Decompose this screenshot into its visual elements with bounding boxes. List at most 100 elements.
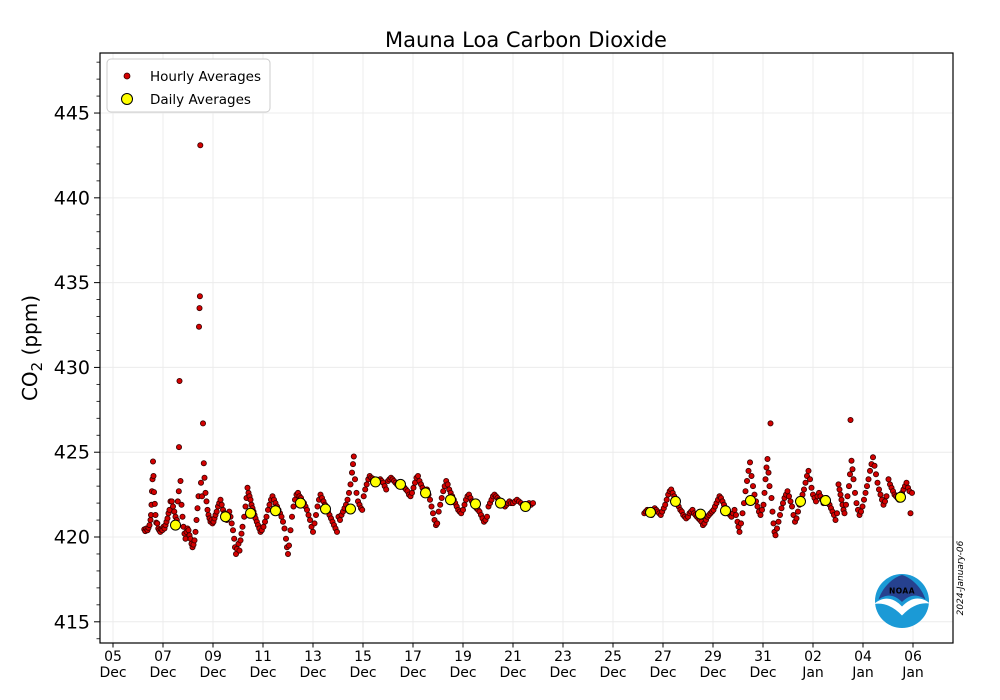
hourly-point [229, 527, 236, 534]
daily-point [220, 511, 231, 523]
hourly-point [883, 493, 890, 500]
x-tick-label-month: Jan [851, 665, 874, 681]
daily-point [370, 476, 381, 488]
hourly-point [853, 500, 860, 507]
daily-point [695, 508, 706, 520]
hourly-point [353, 489, 360, 496]
hourly-point [238, 530, 245, 537]
hourly-point [768, 494, 775, 501]
x-tick-label-month: Dec [199, 665, 226, 681]
hourly-point [288, 513, 295, 520]
gridlines [100, 53, 953, 643]
hourly-point [748, 472, 755, 479]
hourly-point [176, 377, 183, 384]
hourly-point [383, 486, 390, 493]
hourly-point [152, 512, 159, 519]
x-tick-label-month: Dec [499, 665, 526, 681]
hourly-point [801, 486, 808, 493]
hourly-point [228, 520, 235, 527]
x-tick-label-month: Dec [649, 665, 676, 681]
hourly-point [461, 501, 468, 508]
hourly-point [312, 512, 319, 519]
x-tick-label-day: 21 [504, 649, 522, 665]
x-tick-label-month: Dec [299, 665, 326, 681]
daily-point [520, 501, 531, 512]
hourly-point [832, 517, 839, 524]
daily-point [170, 519, 181, 531]
x-tick-label-month: Dec [99, 665, 126, 681]
x-tick-label-day: 27 [654, 649, 672, 665]
x-tick-label-day: 19 [454, 649, 472, 665]
x-tick-label-month: Dec [699, 665, 726, 681]
axis-tick-labels: 05Dec07Dec09Dec11Dec13Dec15Dec17Dec19Dec… [54, 103, 924, 681]
hourly-point [859, 503, 866, 510]
hourly-point [199, 420, 206, 427]
hourly-point [765, 469, 772, 476]
hourly-point [808, 484, 815, 491]
hourly-point [150, 489, 157, 496]
y-axis-label: CO2 (ppm) [18, 295, 46, 401]
hourly-point [344, 496, 351, 503]
hourly-point [284, 551, 291, 558]
hourly-point [761, 489, 768, 496]
hourly-point [175, 444, 182, 451]
hourly-point [217, 496, 224, 503]
noaa-logo-kite [878, 575, 926, 602]
hourly-point [348, 469, 355, 476]
date-watermark: 2024-January-06 [956, 540, 966, 615]
hourly-point [437, 501, 444, 508]
plot-frame [99, 52, 954, 644]
hourly-point [663, 496, 670, 503]
x-tick-label-month: Jan [901, 665, 924, 681]
legend-hourly-label: Hourly Averages [150, 69, 261, 85]
hourly-point [239, 523, 246, 530]
hourly-point [745, 467, 752, 474]
x-tick-label-day: 07 [154, 649, 172, 665]
x-tick-label-month: Dec [599, 665, 626, 681]
daily-point [295, 497, 306, 509]
hourly-point [279, 518, 286, 525]
hourly-point [795, 508, 802, 515]
hourly-point [770, 520, 777, 527]
hourly-point [762, 476, 769, 483]
hourly-point [169, 503, 176, 510]
hourly-point [175, 488, 182, 495]
hourly-point [150, 472, 157, 479]
hourly-point [764, 455, 771, 462]
hourly-point [750, 483, 757, 490]
hourly-point [767, 420, 774, 427]
hourly-point [834, 510, 841, 517]
hourly-point [841, 510, 848, 517]
hourly-point [349, 461, 356, 468]
x-tick-label-month: Dec [149, 665, 176, 681]
hourly-point [350, 453, 357, 460]
x-tick-label-day: 15 [354, 649, 372, 665]
y-tick-label: 415 [54, 611, 90, 633]
legend-daily-label: Daily Averages [150, 92, 251, 108]
hourly-point [786, 493, 793, 500]
daily-point [320, 503, 331, 515]
hourly-point [196, 293, 203, 300]
daily-point [420, 487, 431, 499]
daily-point [470, 498, 481, 510]
hourly-point [282, 535, 289, 542]
daily-points-layer [170, 476, 906, 531]
hourly-point [408, 489, 415, 496]
y-label-main: CO [18, 371, 42, 401]
x-tick-label-month: Dec [249, 665, 276, 681]
hourly-point [178, 501, 185, 508]
hourly-point [244, 484, 251, 491]
hourly-point [281, 525, 288, 532]
hourly-point [197, 479, 204, 486]
x-tick-label-day: 02 [804, 649, 822, 665]
x-tick-label-day: 29 [704, 649, 722, 665]
legend-daily-marker-icon [121, 93, 133, 105]
hourly-point [197, 142, 204, 149]
hourly-point [807, 476, 814, 483]
hourly-point [198, 493, 205, 500]
hourly-point [247, 496, 254, 503]
hourly-point [231, 535, 238, 542]
hourly-point [309, 528, 316, 535]
hourly-point [438, 494, 445, 501]
y-tick-label: 425 [54, 442, 90, 464]
